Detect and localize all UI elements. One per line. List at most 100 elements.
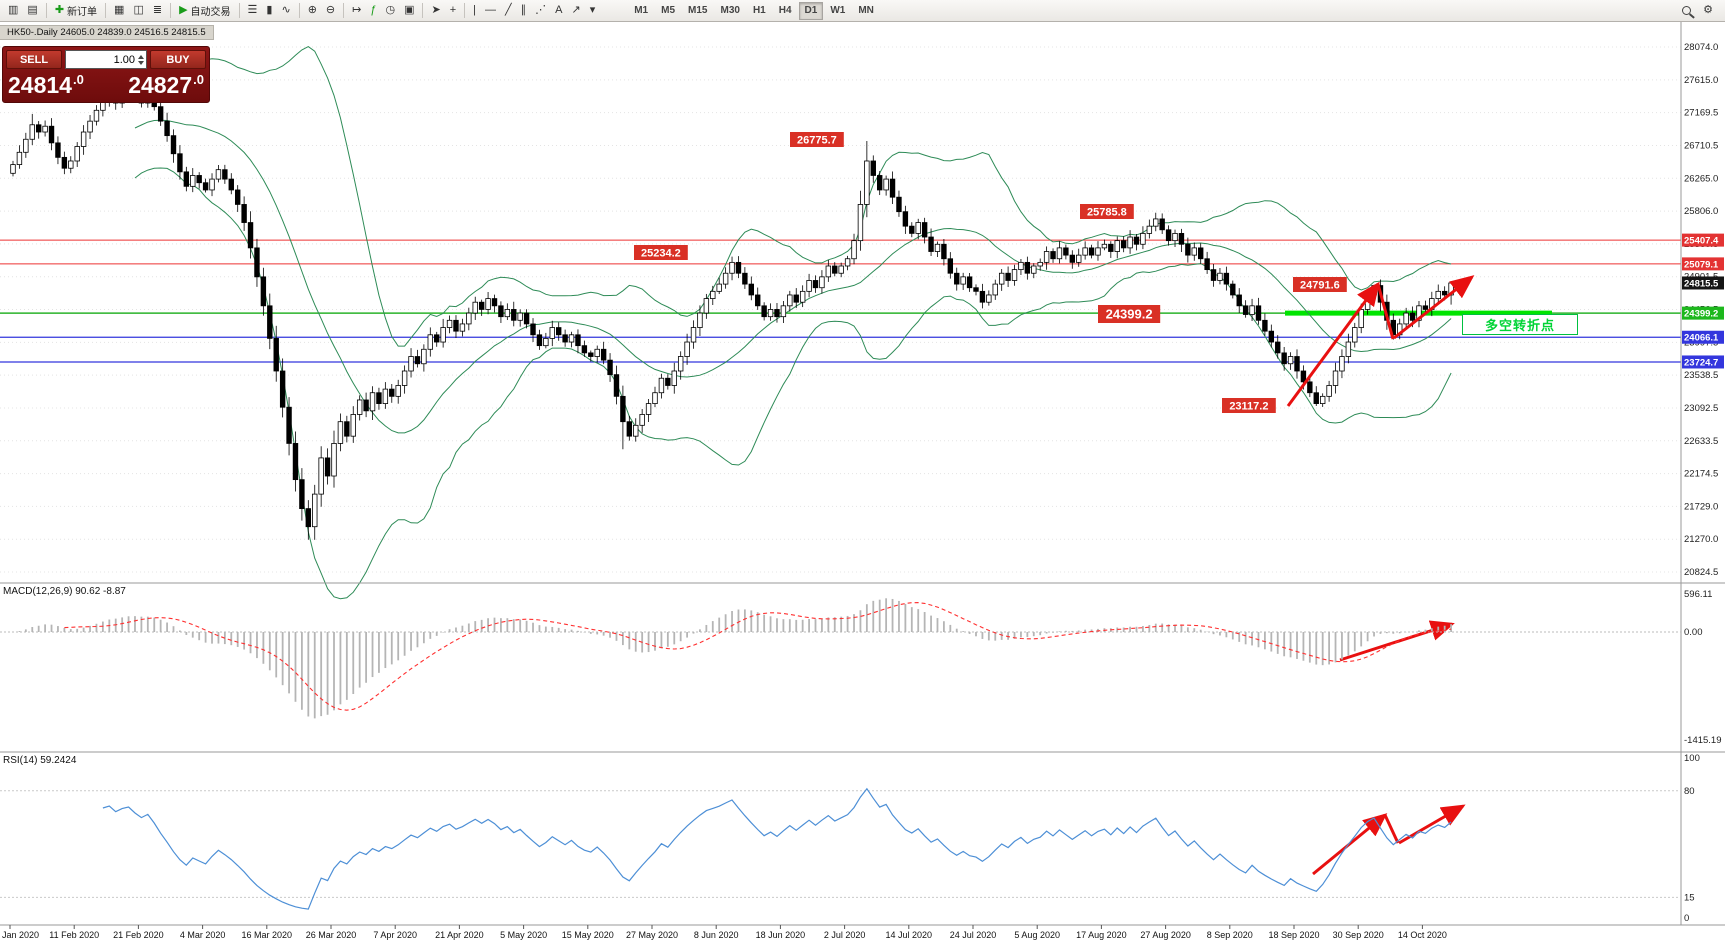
rsi-scale-label: 0 — [1684, 913, 1689, 924]
quick-settings-icon: ⚙ — [1703, 4, 1713, 16]
svg-text:16 Mar 2020: 16 Mar 2020 — [242, 930, 293, 940]
svg-text:8 Jun 2020: 8 Jun 2020 — [694, 930, 739, 940]
timeframe-h4-button[interactable]: H4 — [773, 2, 798, 20]
new-order-label: 新订单 — [67, 7, 98, 18]
volume-spinner[interactable] — [138, 54, 144, 65]
svg-text:4 Mar 2020: 4 Mar 2020 — [180, 930, 226, 940]
bar-chart-button[interactable]: ☰ — [244, 2, 262, 20]
price-annotation[interactable]: 25785.8 — [1080, 204, 1134, 219]
svg-text:21 Feb 2020: 21 Feb 2020 — [113, 930, 164, 940]
svg-text:26 Mar 2020: 26 Mar 2020 — [306, 930, 357, 940]
channel-button[interactable]: ∥ — [517, 2, 531, 20]
chart-window-icon: ▥ — [8, 4, 19, 16]
text-tool-button[interactable]: A — [551, 2, 566, 20]
line-chart-button[interactable]: ∿ — [277, 2, 294, 20]
timeframe-m30-button[interactable]: M30 — [714, 2, 745, 20]
price-annotation[interactable]: 23117.2 — [1222, 398, 1276, 413]
turning-point-label[interactable]: 多空转折点 — [1462, 314, 1578, 335]
svg-text:8 Sep 2020: 8 Sep 2020 — [1207, 930, 1253, 940]
data-window-icon: ◫ — [133, 4, 144, 16]
trendline-icon: ╱ — [505, 4, 512, 16]
price-annotation[interactable]: 24399.2 — [1098, 305, 1161, 323]
volume-field[interactable] — [65, 50, 147, 69]
buy-button[interactable]: BUY — [150, 50, 206, 69]
volume-input[interactable] — [75, 53, 135, 66]
svg-text:Jan 2020: Jan 2020 — [2, 930, 39, 940]
chart-window-button[interactable]: ▥ — [4, 2, 22, 20]
volume-down-icon[interactable] — [138, 60, 144, 65]
bollinger-middle-band — [134, 119, 1452, 434]
navigator-button[interactable]: ≣ — [149, 2, 166, 20]
price-scale-badge: 25079.1 — [1682, 257, 1724, 271]
vertical-line-icon: | — [473, 4, 476, 16]
chart-background — [0, 22, 1725, 944]
rsi-indicator-label: RSI(14) 59.2424 — [3, 755, 77, 766]
volume-up-icon[interactable] — [138, 54, 144, 59]
autotrading-button[interactable]: ▶ 自动交易 — [175, 2, 234, 20]
timeframe-m5-button[interactable]: M5 — [655, 2, 681, 20]
line-chart-icon: ∿ — [281, 4, 291, 16]
svg-text:24815.5: 24815.5 — [1684, 278, 1719, 289]
templates-icon: ▣ — [404, 4, 415, 16]
crosshair-icon: + — [449, 4, 457, 16]
timeframe-m15-button[interactable]: M15 — [682, 2, 713, 20]
one-click-trading-panel: SELL BUY 24814.0 24827.0 — [2, 46, 210, 103]
trend-arrow-main[interactable] — [1393, 275, 1475, 340]
timeframe-d1-button[interactable]: D1 — [798, 1, 824, 20]
svg-text:20824.5: 20824.5 — [1684, 567, 1718, 578]
market-watch-button[interactable]: ▦ — [110, 2, 128, 20]
templates-button[interactable]: ▣ — [400, 2, 418, 20]
periods-button[interactable]: ◷ — [381, 2, 399, 20]
candle-chart-button[interactable]: ▮ — [262, 2, 276, 20]
text-tool-icon: A — [555, 4, 563, 16]
timeframe-h1-button[interactable]: H1 — [747, 2, 772, 20]
sell-button[interactable]: SELL — [6, 50, 62, 69]
svg-text:23092.5: 23092.5 — [1684, 403, 1718, 414]
timeframe-group: M1 M5 M15 M30 H1 H4 D1 W1 MN — [628, 1, 880, 20]
market-watch-icon: ▦ — [114, 4, 125, 16]
timeframe-mn-button[interactable]: MN — [852, 2, 880, 20]
price-annotation[interactable]: 26775.7 — [790, 132, 844, 147]
svg-text:5 Aug 2020: 5 Aug 2020 — [1014, 930, 1060, 940]
svg-text:25407.4: 25407.4 — [1684, 236, 1719, 247]
indicators-icon: ƒ — [370, 4, 377, 16]
svg-text:22174.5: 22174.5 — [1684, 469, 1718, 480]
new-order-button[interactable]: ✚ 新订单 — [51, 2, 101, 20]
objects-dropdown-button[interactable]: ▾ — [586, 2, 600, 20]
chart-shift-button[interactable]: ↦ — [348, 2, 365, 20]
timeframe-w1-button[interactable]: W1 — [824, 2, 851, 20]
timeframe-m1-button[interactable]: M1 — [628, 2, 654, 20]
zoom-in-button[interactable]: ⊕ — [304, 2, 321, 20]
arrows-tool-button[interactable]: ↗ — [567, 2, 584, 20]
zoom-out-button[interactable]: ⊖ — [322, 2, 339, 20]
svg-text:21 Apr 2020: 21 Apr 2020 — [435, 930, 484, 940]
trend-arrow-main[interactable] — [1286, 281, 1380, 407]
price-annotation[interactable]: 25234.2 — [634, 245, 688, 260]
trend-arrow-main[interactable] — [1376, 283, 1395, 340]
svg-text:30 Sep 2020: 30 Sep 2020 — [1333, 930, 1384, 940]
rsi-line — [102, 787, 1452, 910]
fibonacci-button[interactable]: ⋰ — [531, 2, 550, 20]
price-annotation[interactable]: 24791.6 — [1293, 277, 1347, 292]
horizontal-line-button[interactable]: — — [481, 2, 500, 20]
svg-text:24066.1: 24066.1 — [1684, 333, 1719, 344]
quick-settings-button[interactable]: ⚙ — [1699, 2, 1717, 20]
trendline-button[interactable]: ╱ — [501, 2, 516, 20]
channel-icon: ∥ — [520, 4, 527, 16]
svg-text:2 Jul 2020: 2 Jul 2020 — [824, 930, 866, 940]
trend-arrow-rsi[interactable] — [1383, 814, 1400, 844]
indicators-button[interactable]: ƒ — [366, 2, 380, 20]
vertical-line-button[interactable]: | — [469, 2, 480, 20]
chart-window-title: HK50-.Daily 24605.0 24839.0 24516.5 2481… — [0, 25, 214, 40]
cursor-button[interactable]: ➤ — [427, 2, 444, 20]
svg-text:24399.2: 24399.2 — [1106, 307, 1153, 322]
svg-text:26775.7: 26775.7 — [797, 135, 837, 147]
search-button[interactable] — [1678, 2, 1695, 20]
trend-arrow-rsi[interactable] — [1312, 813, 1388, 876]
svg-text:24 Jul 2020: 24 Jul 2020 — [950, 930, 997, 940]
crosshair-button[interactable]: + — [446, 2, 460, 20]
chart-profile-button[interactable]: ▤ — [23, 2, 41, 20]
data-window-button[interactable]: ◫ — [129, 2, 147, 20]
rsi-scale-label: 15 — [1684, 892, 1695, 903]
